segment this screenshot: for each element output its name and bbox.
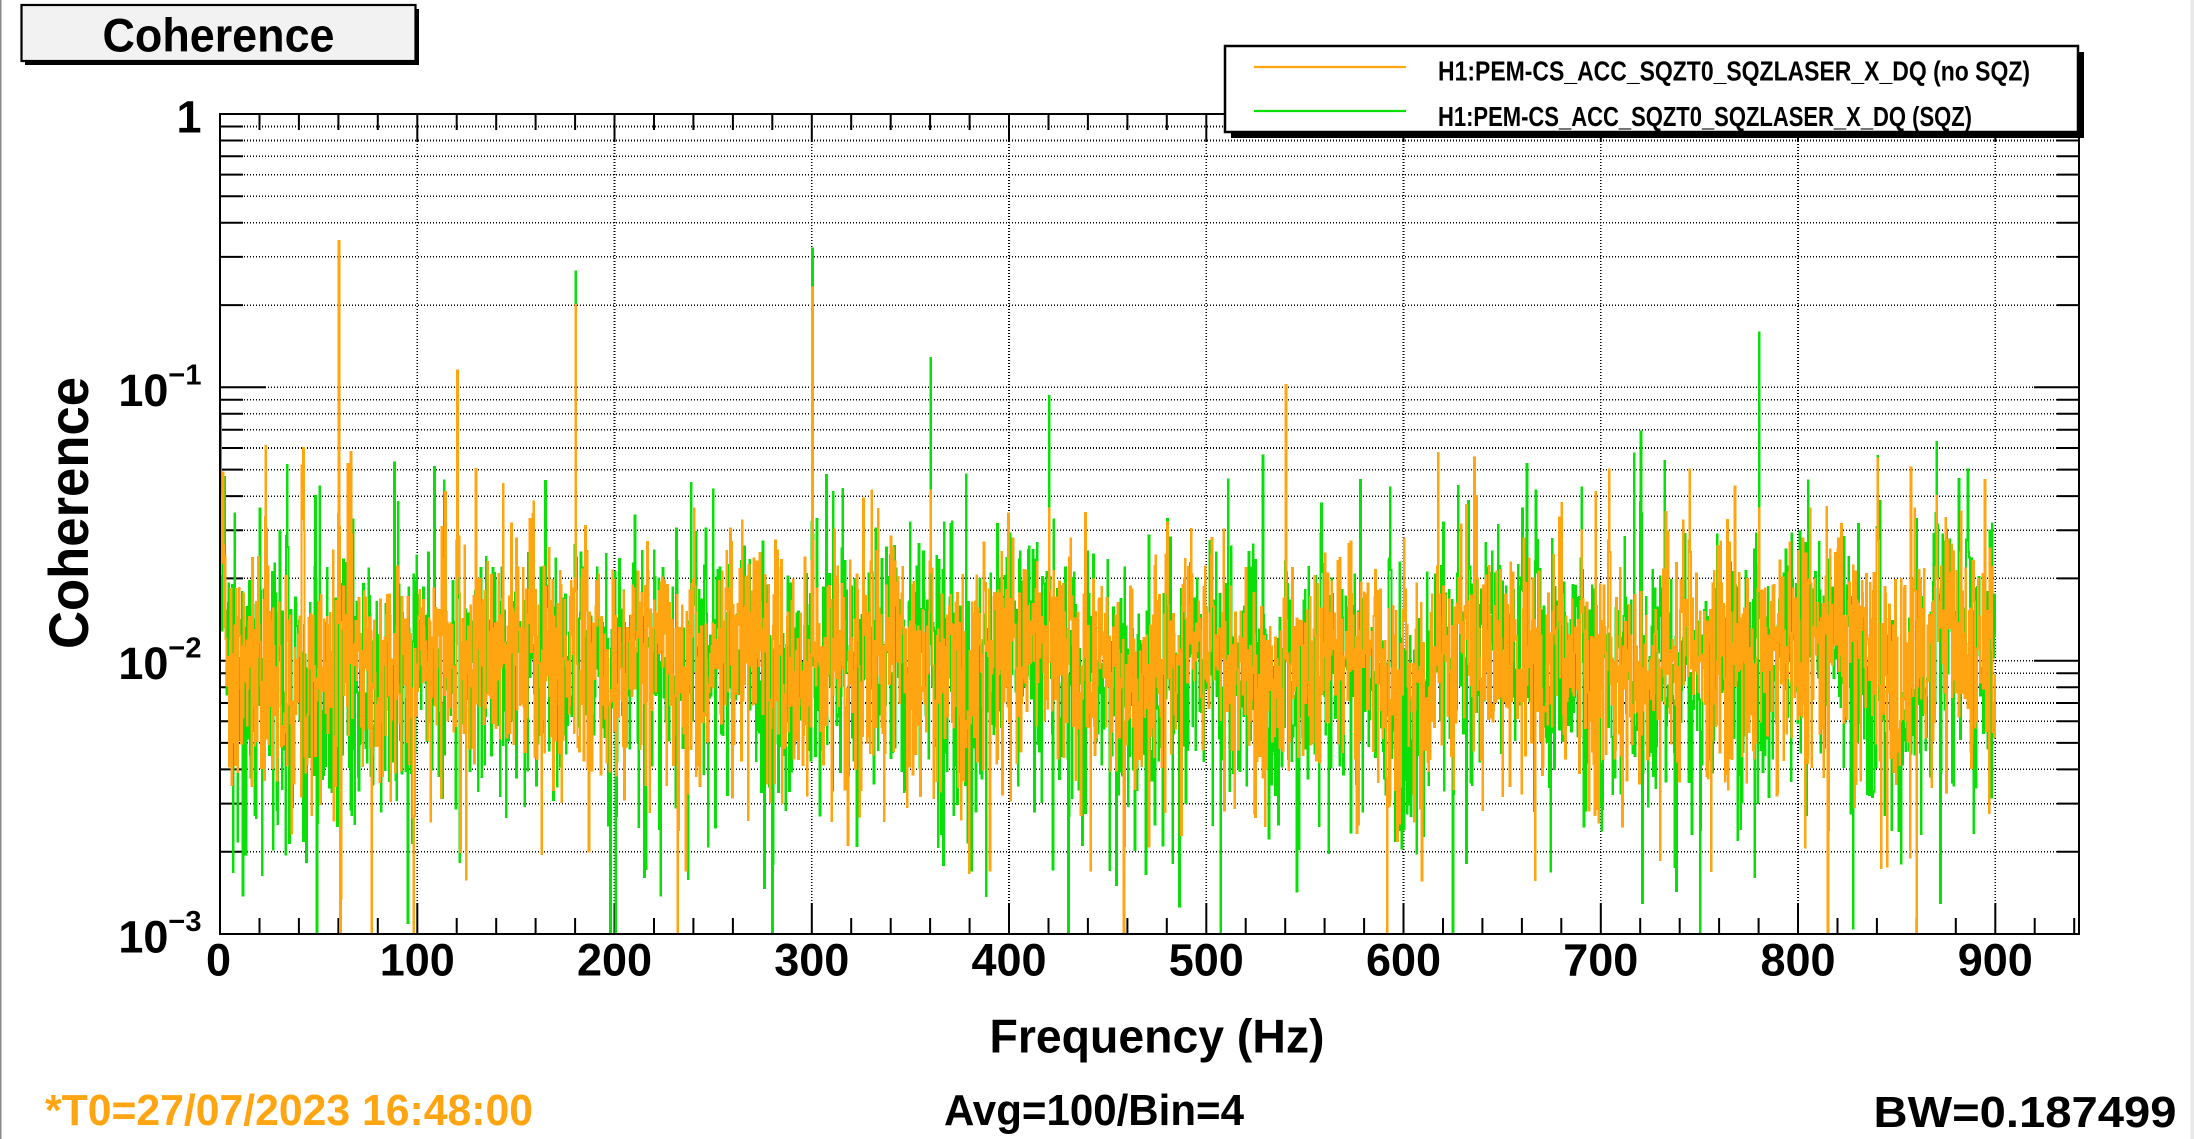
svg-text:H1:PEM-CS_ACC_SQZT0_SQZLASER_X: H1:PEM-CS_ACC_SQZT0_SQZLASER_X_DQ (no SQ…	[1438, 56, 2030, 87]
svg-text:600: 600	[1366, 935, 1441, 986]
svg-text:800: 800	[1760, 935, 1835, 986]
svg-text:Coherence: Coherence	[37, 377, 100, 649]
svg-text:H1:PEM-CS_ACC_SQZT0_SQZLASER_X: H1:PEM-CS_ACC_SQZT0_SQZLASER_X_DQ (SQZ)	[1438, 101, 1972, 132]
svg-text:400: 400	[971, 935, 1046, 986]
svg-text:BW=0.187499: BW=0.187499	[1874, 1088, 2177, 1137]
svg-text:Coherence: Coherence	[103, 9, 335, 62]
svg-text:0: 0	[206, 935, 231, 986]
svg-text:*T0=27/07/2023 16:48:00: *T0=27/07/2023 16:48:00	[45, 1086, 533, 1135]
svg-text:700: 700	[1563, 935, 1638, 986]
svg-text:Frequency (Hz): Frequency (Hz)	[990, 1010, 1325, 1063]
svg-text:500: 500	[1169, 935, 1244, 986]
svg-text:200: 200	[577, 935, 652, 986]
svg-text:900: 900	[1958, 935, 2033, 986]
svg-text:300: 300	[774, 935, 849, 986]
svg-text:Avg=100/Bin=4: Avg=100/Bin=4	[944, 1086, 1244, 1135]
svg-text:1: 1	[176, 92, 201, 143]
svg-text:100: 100	[380, 935, 455, 986]
